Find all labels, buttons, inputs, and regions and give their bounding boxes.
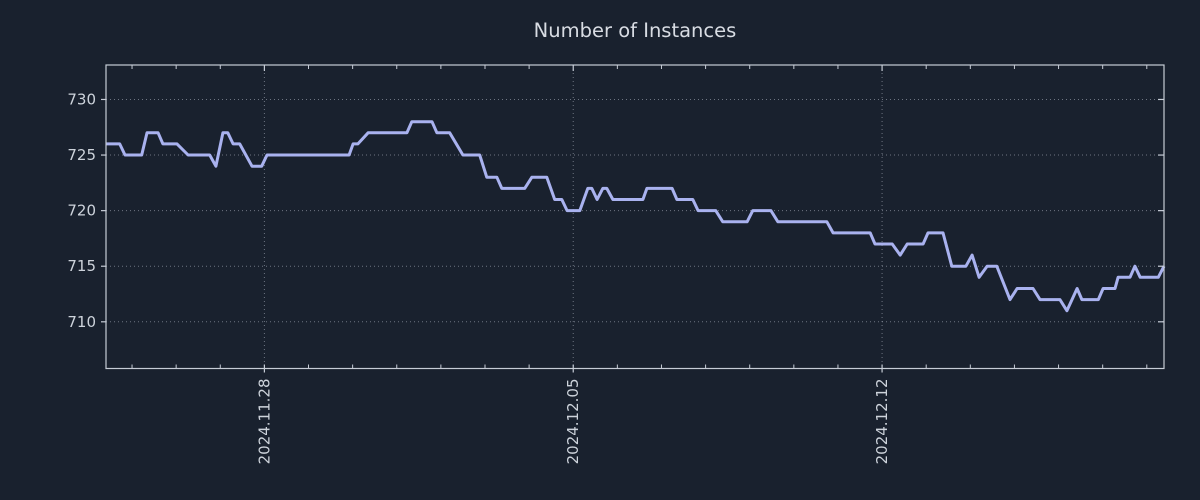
y-tick-label: 730	[67, 90, 96, 108]
series-line	[106, 120, 1166, 313]
x-tick-label: 2024.12.12	[873, 379, 891, 465]
tick-labels: 710 715 720 725 730 2024.11.28 2024.12.05 2024.…	[67, 90, 891, 464]
y-tick-label: 710	[67, 313, 96, 331]
y-tick-label: 725	[67, 146, 96, 164]
chart-title: Number of Instances	[534, 19, 737, 42]
y-tick-label: 715	[67, 257, 96, 275]
gridlines	[106, 65, 1164, 369]
x-tick-label: 2024.12.05	[564, 379, 582, 465]
x-tick-label: 2024.11.28	[255, 379, 273, 465]
series-layer	[106, 120, 1166, 313]
axis-ticks	[101, 65, 1164, 373]
plot-border	[105, 64, 1165, 370]
y-tick-label: 720	[67, 202, 96, 220]
